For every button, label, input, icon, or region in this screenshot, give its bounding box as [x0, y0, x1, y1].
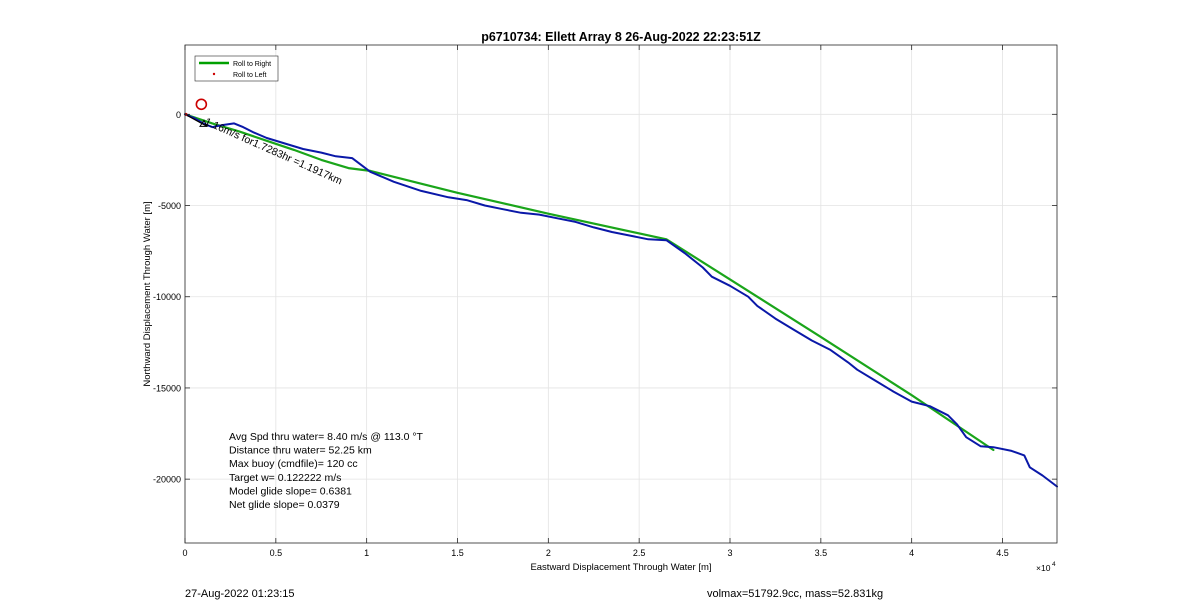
x-tick-label: 1 [364, 548, 369, 558]
track-series-line [184, 113, 1058, 488]
axis-ticks: 0 0.5 1 1.5 2 2.5 3 3.5 4 4.5 0 -5000 -10000 -15000 -2… [153, 45, 1057, 558]
y-tick-label: -5000 [158, 201, 181, 211]
x-tick-label: 0.5 [270, 548, 283, 558]
x-axis-exponent: ×10 4 [1036, 561, 1056, 573]
x-tick-label: 4 [909, 548, 914, 558]
y-tick-label: -10000 [153, 292, 181, 302]
legend-roll-left-swatch [212, 72, 216, 76]
x-tick-label: 3.5 [815, 548, 828, 558]
footer-timestamp: 27-Aug-2022 01:23:15 [185, 588, 295, 600]
start-marker [195, 98, 208, 111]
y-axis-label: Northward Displacement Through Water [m] [142, 201, 153, 386]
stat-distance: Distance thru water= 52.25 km [229, 445, 372, 457]
x-tick-label: 2 [546, 548, 551, 558]
x-exponent-power: 4 [1052, 561, 1056, 568]
stat-target-w: Target w= 0.122222 m/s [229, 472, 341, 484]
stats-block: Avg Spd thru water= 8.40 m/s @ 113.0 °T … [229, 431, 424, 511]
stat-model-glide: Model glide slope= 0.6381 [229, 485, 352, 497]
x-tick-label: 3 [727, 548, 732, 558]
x-exponent-base: ×10 [1036, 563, 1051, 573]
x-tick-label: 4.5 [996, 548, 1009, 558]
stat-max-buoy: Max buoy (cmdfile)= 120 cc [229, 458, 358, 470]
y-tick-label: 0 [176, 110, 181, 120]
current-arrow [186, 114, 208, 127]
current-arrow-head [199, 119, 208, 127]
chart-title: p6710734: Ellett Array 8 26-Aug-2022 22:… [481, 30, 761, 44]
legend-box [194, 55, 279, 82]
plot-frame [184, 44, 1058, 544]
series-layer [183, 98, 1058, 488]
x-tick-label: 0 [182, 548, 187, 558]
y-tick-label: -20000 [153, 475, 181, 485]
y-tick-label: -15000 [153, 383, 181, 393]
x-tick-label: 1.5 [451, 548, 464, 558]
legend-roll-left-label: Roll to Left [233, 72, 267, 79]
legend-roll-right-label: Roll to Right [233, 61, 271, 68]
grid-lines [184, 45, 1057, 543]
footer-vol-mass: volmax=51792.9cc, mass=52.831kg [707, 588, 884, 600]
x-tick-label: 2.5 [633, 548, 646, 558]
stat-avg-speed: Avg Spd thru water= 8.40 m/s @ 113.0 °T [229, 431, 424, 443]
legend: Roll to Right Roll to Left [194, 55, 279, 82]
x-axis-label: Eastward Displacement Through Water [m] [530, 562, 711, 573]
stat-net-glide: Net glide slope= 0.0379 [229, 499, 340, 511]
